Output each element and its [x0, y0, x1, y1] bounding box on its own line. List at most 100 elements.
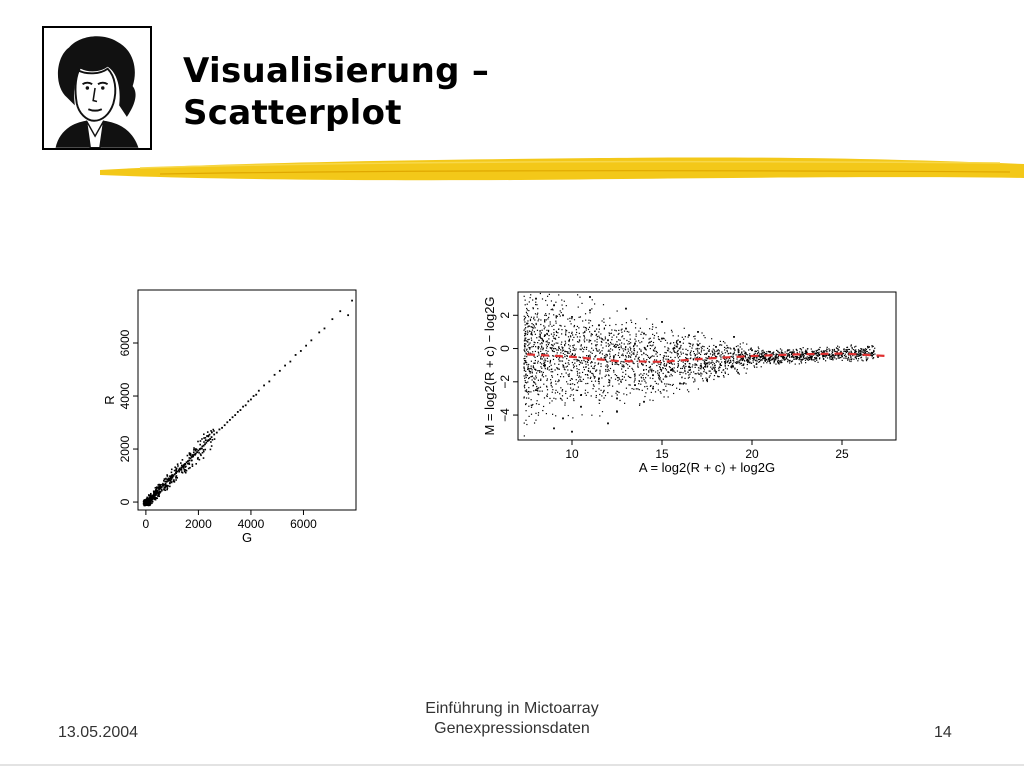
data-point — [215, 431, 218, 434]
data-point — [156, 490, 159, 492]
data-point — [289, 360, 292, 363]
y-axis-label: M = log2(R + c) − log2G — [482, 296, 497, 435]
data-point — [331, 318, 334, 321]
data-point — [679, 340, 681, 343]
university-logo — [42, 26, 152, 150]
data-point — [598, 324, 600, 327]
data-point — [218, 428, 221, 431]
data-point — [733, 335, 735, 338]
data-point — [181, 465, 184, 468]
data-point — [152, 493, 155, 496]
scatter-plot-rg: 0 2000 4000 6000 0 2000 4000 6000 G R — [100, 285, 370, 545]
y-tick-label: −2 — [498, 375, 512, 389]
data-point — [231, 416, 234, 419]
data-point — [715, 345, 717, 348]
data-point — [544, 364, 546, 367]
data-point — [351, 299, 353, 302]
data-point — [535, 389, 537, 392]
data-point — [252, 395, 255, 397]
x-tick-label: 2000 — [185, 517, 212, 531]
data-point — [173, 473, 176, 476]
data-point — [150, 496, 153, 498]
data-point — [580, 405, 582, 408]
data-point — [200, 447, 202, 450]
ma-plot: 10 15 20 25 −4 −2 0 2 A = log2(R + c) + log2G M =… — [465, 285, 905, 490]
data-point — [193, 453, 196, 456]
data-point — [171, 476, 174, 479]
data-point — [769, 350, 771, 353]
data-point — [787, 349, 789, 352]
data-point — [247, 400, 250, 403]
data-point — [151, 495, 154, 497]
data-point — [198, 448, 201, 451]
data-point — [202, 444, 205, 447]
x-tick-label: 10 — [565, 447, 579, 461]
y-tick-label: 6000 — [118, 329, 132, 356]
plot-frame — [137, 289, 357, 511]
data-point — [205, 441, 208, 444]
y-tick-label: 0 — [498, 345, 512, 352]
data-point — [179, 468, 181, 471]
data-point — [229, 418, 231, 421]
data-point — [204, 443, 206, 446]
data-point — [634, 384, 636, 387]
data-point — [796, 355, 798, 358]
y-tick-label: 0 — [118, 498, 132, 505]
data-point — [589, 309, 591, 312]
data-point — [257, 389, 260, 392]
x-axis-label: A = log2(R + c) + log2G — [639, 460, 775, 475]
y-tick-label: 2 — [498, 312, 512, 319]
footer-date: 13.05.2004 — [58, 724, 139, 741]
data-point — [197, 449, 200, 452]
data-point — [196, 451, 198, 454]
ma-plot-svg: 10 15 20 25 −4 −2 0 2 A = log2(R + c) + log2G M =… — [482, 291, 897, 475]
data-point — [526, 322, 528, 325]
footer-title-line-2: Genexpressionsdaten — [434, 720, 590, 737]
data-point — [239, 409, 242, 411]
data-point — [250, 398, 252, 401]
data-point — [553, 427, 555, 430]
data-point — [192, 455, 195, 458]
data-point — [164, 482, 167, 485]
data-point — [176, 470, 179, 473]
data-point — [877, 355, 879, 358]
loess-fit-line — [526, 352, 888, 363]
plot-frame — [517, 291, 897, 441]
page-number: 14 — [934, 724, 952, 741]
data-point — [652, 387, 654, 390]
data-point — [814, 352, 816, 355]
data-point — [165, 480, 168, 483]
data-point — [688, 334, 690, 337]
data-point — [154, 492, 156, 495]
data-point — [209, 438, 212, 440]
bottom-divider — [0, 764, 1024, 766]
y-tick-label: 2000 — [118, 435, 132, 462]
data-point — [242, 405, 244, 408]
data-point — [706, 362, 708, 365]
data-point — [339, 310, 342, 313]
data-point — [221, 426, 223, 429]
data-point — [697, 344, 699, 347]
data-point — [823, 350, 825, 353]
data-point — [189, 457, 192, 460]
data-point — [562, 417, 564, 420]
data-point — [733, 347, 735, 350]
point-cloud — [523, 292, 876, 437]
data-point — [208, 439, 210, 442]
data-point — [347, 314, 350, 317]
x-tick-label: 20 — [745, 447, 759, 461]
data-point — [167, 479, 170, 482]
data-point — [697, 331, 699, 333]
data-point — [544, 334, 546, 337]
data-point — [580, 394, 582, 397]
data-point — [146, 500, 148, 503]
data-point — [278, 369, 281, 372]
data-point — [616, 397, 618, 400]
data-point — [183, 464, 185, 467]
data-point — [553, 304, 555, 307]
data-point — [185, 461, 188, 464]
data-point — [318, 331, 321, 334]
y-axis-label: R — [102, 395, 117, 404]
x-tick-label: 15 — [655, 447, 669, 461]
data-point — [625, 327, 627, 330]
